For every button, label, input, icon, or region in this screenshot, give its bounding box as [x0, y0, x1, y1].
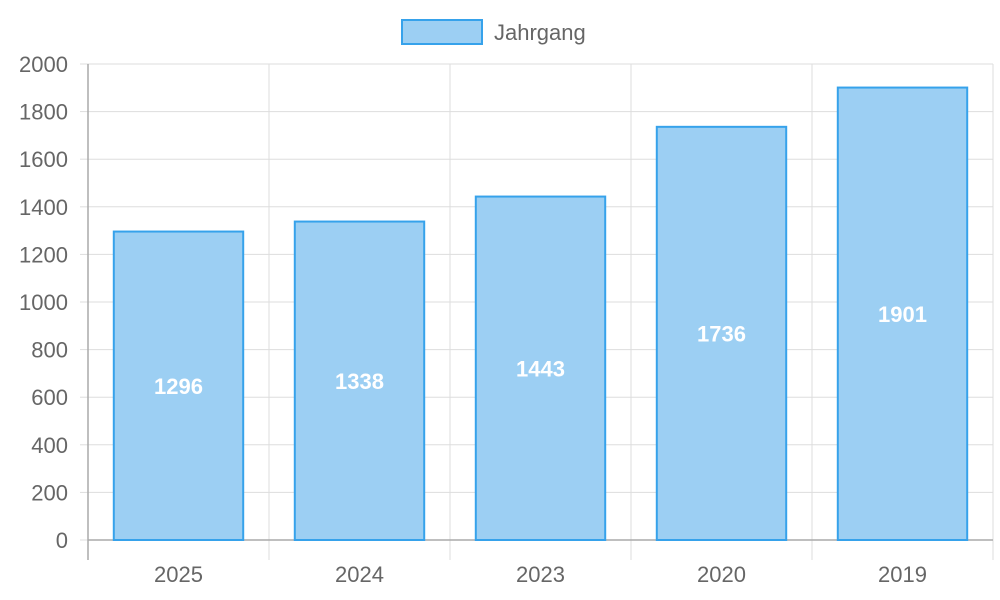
bar-2025[interactable]: [112, 230, 245, 541]
y-tick-label: 1600: [19, 147, 68, 172]
x-tick-label: 2025: [154, 562, 203, 587]
data-label: 1338: [335, 369, 384, 394]
y-tick-label: 1200: [19, 242, 68, 267]
y-tick-label: 0: [56, 528, 68, 553]
y-axis-ticks: 0 200 400 600 800 1000 1200 1400 1600 1800 2000: [19, 52, 68, 553]
x-axis-ticks: 2025 2024 2023 2020 2019: [154, 562, 927, 587]
y-tick-label: 600: [31, 385, 68, 410]
y-tick-label: 1000: [19, 290, 68, 315]
legend-swatch: [401, 19, 483, 45]
data-label: 1901: [878, 302, 927, 327]
y-tick-label: 400: [31, 433, 68, 458]
legend-label: Jahrgang: [494, 20, 586, 45]
y-tick-label: 1800: [19, 100, 68, 125]
bar-2020[interactable]: [655, 125, 788, 541]
data-label: 1736: [697, 321, 746, 346]
x-tick-label: 2020: [697, 562, 746, 587]
y-tick-label: 800: [31, 338, 68, 363]
x-tick-label: 2024: [335, 562, 384, 587]
bar-2024[interactable]: [293, 220, 426, 541]
x-tick-label: 2019: [878, 562, 927, 587]
bar-2023[interactable]: [474, 195, 607, 541]
bars: [112, 86, 969, 541]
data-label: 1443: [516, 356, 565, 381]
y-tick-label: 2000: [19, 52, 68, 77]
data-label: 1296: [154, 374, 203, 399]
x-tick-label: 2023: [516, 562, 565, 587]
legend[interactable]: Jahrgang: [401, 19, 586, 45]
y-tick-label: 200: [31, 480, 68, 505]
y-tick-label: 1400: [19, 195, 68, 220]
data-labels: 1296 1338 1443 1736 1901: [154, 302, 927, 399]
bar-2019[interactable]: [836, 86, 969, 541]
